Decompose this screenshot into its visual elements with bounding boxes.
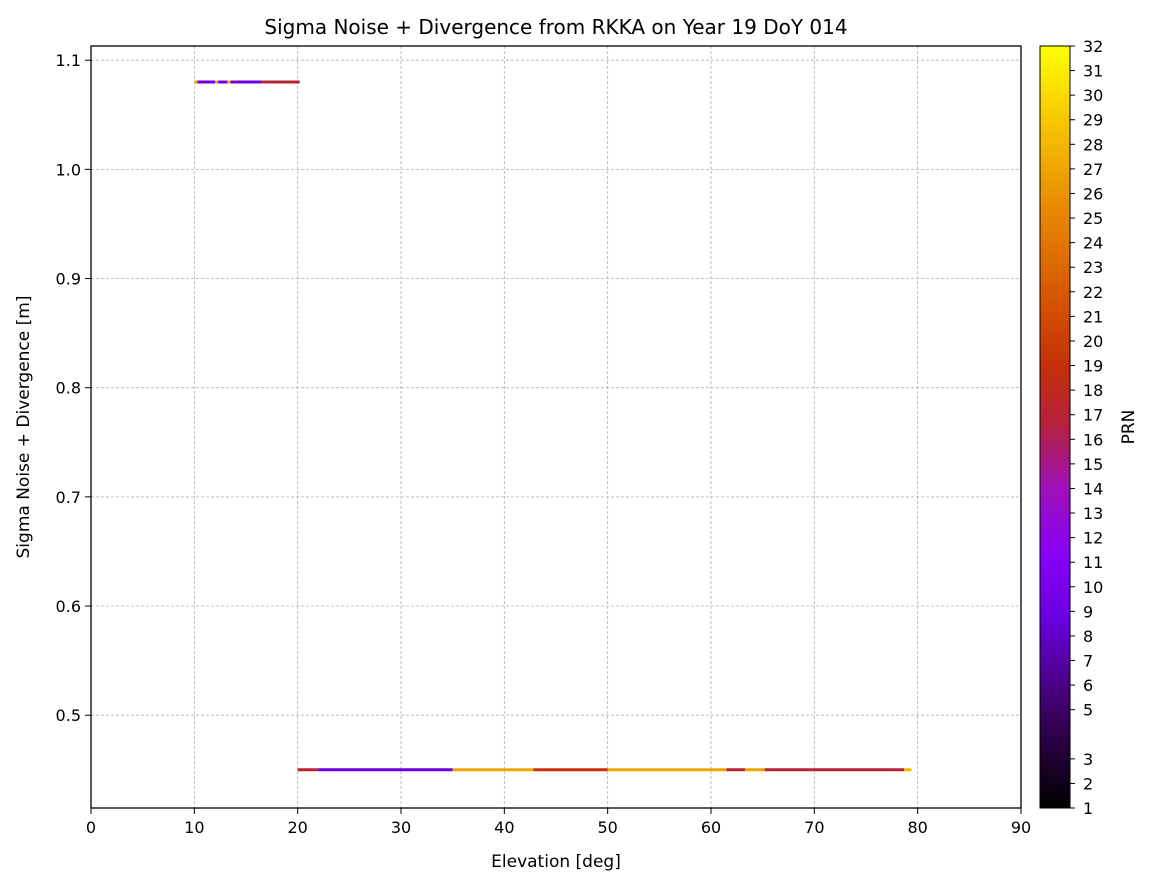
colorbar-tick-label: 14 — [1083, 479, 1103, 498]
colorbar-tick-label: 12 — [1083, 529, 1103, 548]
colorbar-tick-label: 26 — [1083, 184, 1103, 203]
colorbar-tick-label: 24 — [1083, 234, 1103, 253]
colorbar — [1039, 45, 1071, 809]
colorbar-tick-label: 21 — [1083, 307, 1103, 326]
colorbar-tick-label: 32 — [1083, 37, 1103, 56]
colorbar-tick-label: 28 — [1083, 135, 1103, 154]
x-tick-label: 50 — [597, 818, 617, 837]
colorbar-tick-label: 16 — [1083, 430, 1103, 449]
y-tick-label: 0.7 — [56, 488, 81, 507]
colorbar-tick-label: 3 — [1083, 750, 1093, 769]
colorbar-tick-label: 6 — [1083, 676, 1093, 695]
colorbar-label: PRN — [1119, 410, 1139, 445]
y-tick-label: 0.9 — [56, 270, 81, 289]
colorbar-tick-label: 23 — [1083, 258, 1103, 277]
x-tick-label: 80 — [907, 818, 927, 837]
colorbar-tick-label: 22 — [1083, 283, 1103, 302]
x-tick-label: 90 — [1011, 818, 1031, 837]
colorbar-tick-label: 15 — [1083, 455, 1103, 474]
colorbar-tick-label: 13 — [1083, 504, 1103, 523]
plot-frame — [90, 45, 1022, 809]
x-tick-label: 70 — [804, 818, 824, 837]
x-axis-label: Elevation [deg] — [491, 852, 621, 872]
colorbar-ticks: 1235678910111213141516171819202122232425… — [1070, 37, 1103, 818]
colorbar-tick-label: 5 — [1083, 701, 1093, 720]
y-tick-label: 0.5 — [56, 706, 81, 725]
x-tick-label: 30 — [391, 818, 411, 837]
colorbar-tick-label: 8 — [1083, 627, 1093, 646]
colorbar-tick-label: 9 — [1083, 602, 1093, 621]
colorbar-tick-label: 31 — [1083, 62, 1103, 81]
colorbar-tick-label: 29 — [1083, 111, 1103, 130]
colorbar-tick-label: 7 — [1083, 652, 1093, 671]
x-tick-label: 20 — [287, 818, 307, 837]
y-tick-label: 0.8 — [56, 379, 81, 398]
x-tick-label: 0 — [86, 818, 96, 837]
colorbar-tick-label: 1 — [1083, 799, 1093, 818]
colorbar-tick-label: 25 — [1083, 209, 1103, 228]
colorbar-tick-label: 11 — [1083, 553, 1103, 572]
chart-title: Sigma Noise + Divergence from RKKA on Ye… — [264, 15, 847, 39]
y-axis-label: Sigma Noise + Divergence [m] — [14, 296, 34, 559]
x-tick-label: 10 — [184, 818, 204, 837]
colorbar-tick-label: 27 — [1083, 160, 1103, 179]
data-series — [194, 80, 912, 772]
y-tick-label: 1.1 — [56, 51, 81, 70]
y-axis: 0.5 0.6 0.7 0.8 0.9 1.0 1.1 — [56, 51, 91, 725]
colorbar-tick-label: 10 — [1083, 578, 1103, 597]
colorbar-tick-label: 19 — [1083, 357, 1103, 376]
gridlines — [90, 46, 1022, 808]
x-tick-label: 40 — [494, 818, 514, 837]
y-tick-label: 0.6 — [56, 597, 81, 616]
colorbar-tick-label: 18 — [1083, 381, 1103, 400]
colorbar-tick-label: 2 — [1083, 774, 1093, 793]
colorbar-tick-label: 30 — [1083, 86, 1103, 105]
y-tick-label: 1.0 — [56, 160, 81, 179]
colorbar-tick-label: 17 — [1083, 406, 1103, 425]
colorbar-tick-label: 20 — [1083, 332, 1103, 351]
x-axis: 0 10 20 30 40 50 60 70 80 90 — [86, 808, 1031, 837]
x-tick-label: 60 — [701, 818, 721, 837]
